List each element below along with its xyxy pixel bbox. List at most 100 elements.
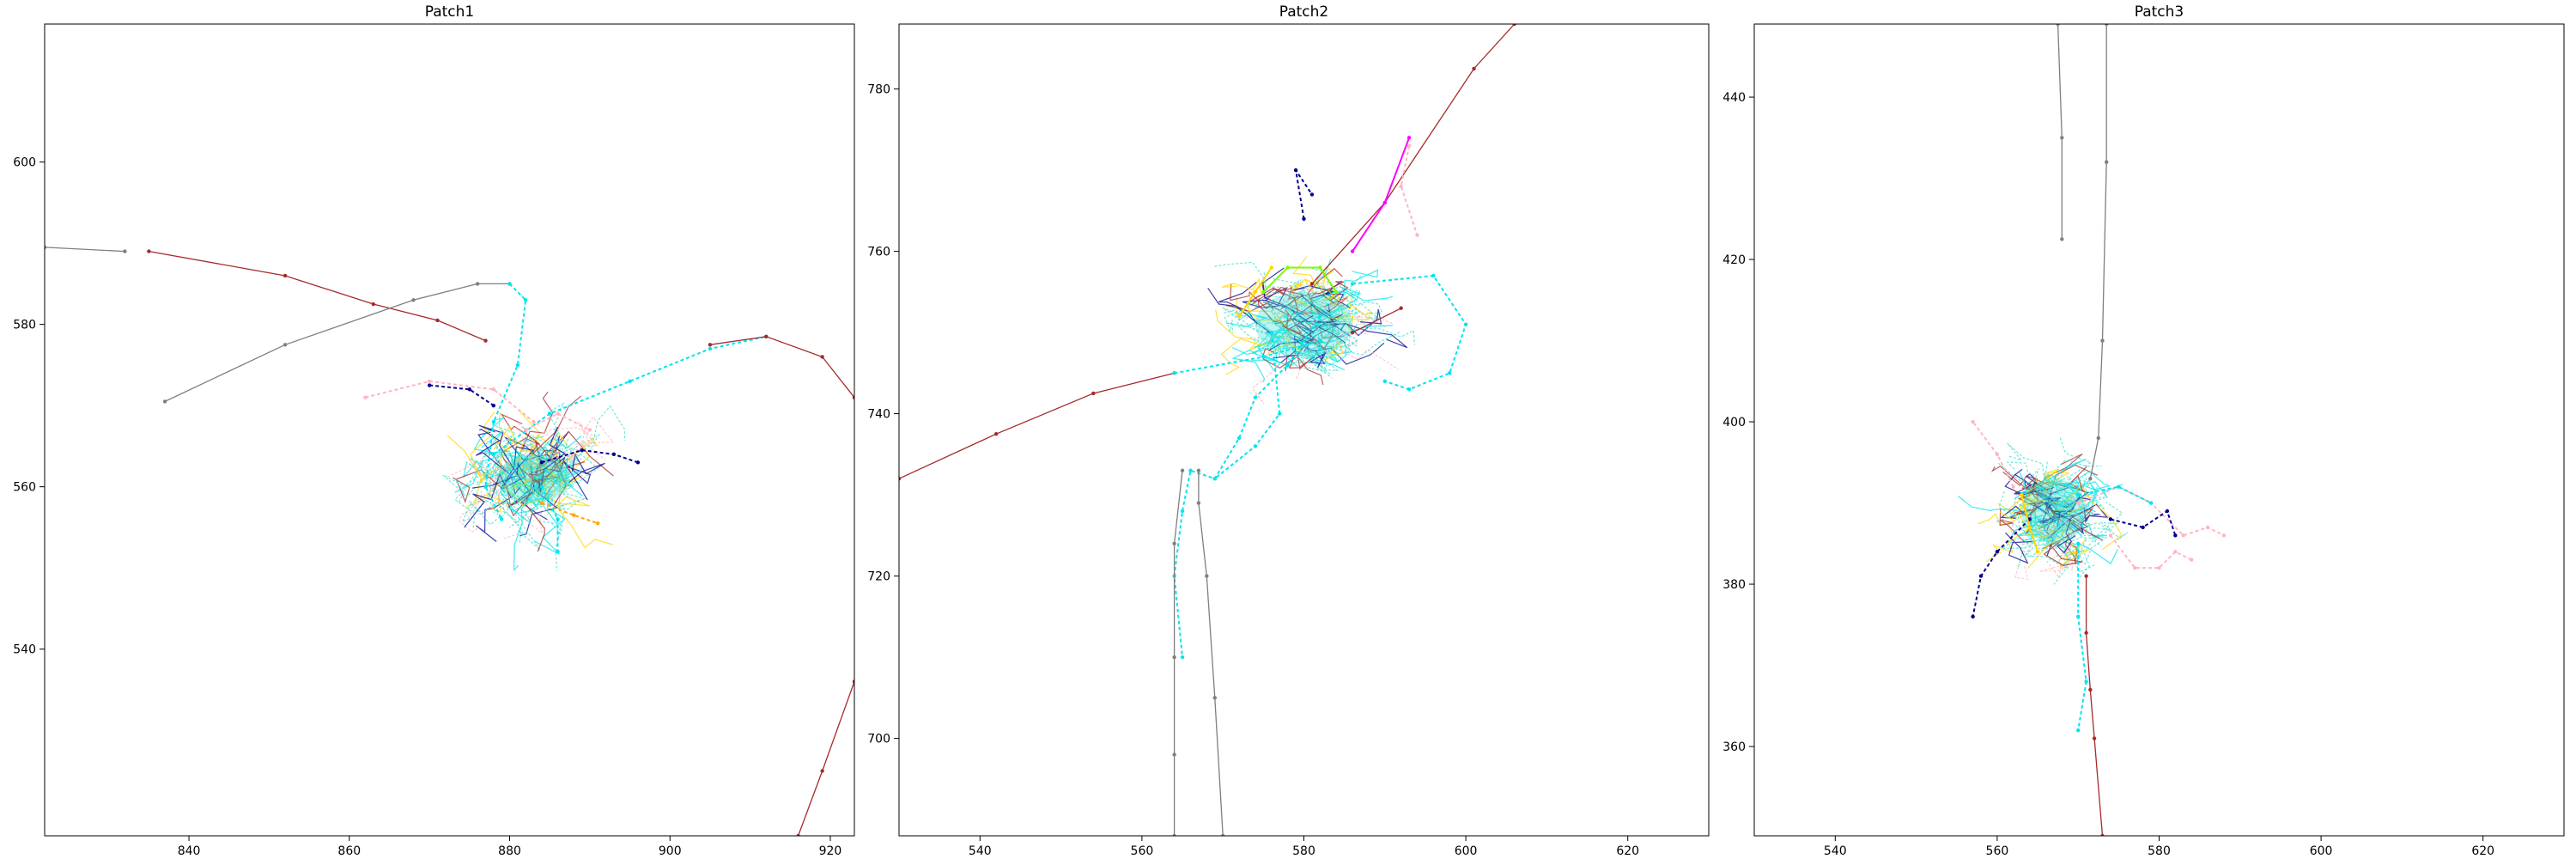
patch2-series-12 xyxy=(1262,266,1338,293)
patch2-series-11 xyxy=(1295,169,1313,219)
patch2-series-4-point xyxy=(1406,136,1412,140)
patch1-series-7 xyxy=(365,380,535,423)
cluster-trajectory xyxy=(1346,308,1382,337)
cluster-trajectory xyxy=(2043,528,2070,570)
patch3-series-3 xyxy=(2077,543,2087,731)
patch3-ytick-label: 360 xyxy=(1722,740,1746,754)
cluster-trajectory xyxy=(2026,472,2063,492)
patch3-series-6-point xyxy=(2173,550,2178,554)
cluster-trajectory xyxy=(1253,331,1288,350)
cluster-trajectory xyxy=(505,479,532,517)
cluster-trajectory xyxy=(1221,277,1262,294)
patch1-axes-frame xyxy=(44,23,855,837)
cluster-trajectory xyxy=(476,495,514,542)
cluster-trajectory xyxy=(1226,312,1277,337)
cluster-trajectory xyxy=(1985,528,2029,563)
patch3-series-6-point xyxy=(2133,565,2137,570)
patch2-series-6-point xyxy=(1180,509,1185,514)
cluster-trajectory xyxy=(2055,486,2098,521)
patch1-series-12-point xyxy=(587,428,592,432)
cluster-trajectory xyxy=(550,447,584,474)
patch1-series-0 xyxy=(45,247,125,253)
patch1-series-9-point xyxy=(580,448,584,453)
patch3-series-3-point xyxy=(2076,614,2081,619)
patch1-series-4-point xyxy=(491,452,496,457)
patch3-series-5 xyxy=(1971,421,2014,488)
patch3-series-8-point xyxy=(2108,517,2113,521)
patch3-xtick-label: 580 xyxy=(2148,844,2171,858)
cluster-trajectory xyxy=(1220,338,1263,375)
patch3-series-10-point xyxy=(2117,484,2121,489)
cluster-trajectory xyxy=(2081,521,2129,543)
patch1-series-10-point xyxy=(572,513,576,517)
cluster-trajectory xyxy=(1958,496,2027,513)
cluster-trajectory xyxy=(1315,311,1350,346)
patch2-series-3-point xyxy=(1472,66,1476,71)
cluster-trajectory xyxy=(1325,303,1372,320)
patch2-xtick-label: 620 xyxy=(1616,844,1639,858)
patch3-panel: 540 560 580 600 620 360 380 400 420 440 Patch3 xyxy=(1722,3,2565,858)
cluster-trajectory xyxy=(1291,278,1324,295)
cluster-trajectory xyxy=(2044,515,2066,539)
patch2-series-9-point xyxy=(1180,468,1185,472)
patch2-series-10-point xyxy=(1196,501,1201,505)
patch3-series-3-point xyxy=(2084,679,2088,684)
patch1-ytick-label: 540 xyxy=(13,643,36,657)
patch1-series-5-point xyxy=(708,343,713,347)
patch1-series-8 xyxy=(429,384,495,406)
cluster-trajectory xyxy=(541,427,599,463)
cluster-trajectory xyxy=(1297,353,1324,386)
patch3-ytick-label: 380 xyxy=(1722,578,1746,592)
cluster-trajectory xyxy=(1257,336,1311,367)
cluster-trajectory xyxy=(1307,267,1343,315)
cluster-trajectory xyxy=(494,438,520,483)
patch1-series-11-point xyxy=(556,550,560,554)
cluster-trajectory xyxy=(1279,285,1332,304)
patch2-series-3-point xyxy=(1512,24,1516,27)
patch1-series-9-point xyxy=(539,460,544,465)
cluster-trajectory xyxy=(2069,507,2091,535)
patch3-series-2-point xyxy=(2092,736,2097,740)
cluster-trajectory xyxy=(1215,309,1272,350)
cluster-trajectory xyxy=(2038,460,2067,498)
patch3-series-7-point xyxy=(1971,614,1975,619)
patch1-xtick-label: 840 xyxy=(178,844,201,858)
patch2-series-1-point xyxy=(1318,338,1322,343)
cluster-trajectory xyxy=(1273,277,1331,321)
cluster-trajectory xyxy=(1330,297,1387,335)
patch3-series-1-point xyxy=(2105,24,2109,27)
patch1-series-3-point xyxy=(515,362,520,368)
cluster-trajectory xyxy=(2026,534,2058,551)
patch2-ytick-label: 780 xyxy=(867,83,890,97)
cluster-trajectory xyxy=(2017,522,2054,568)
patch3-series-0-point xyxy=(2056,24,2060,27)
patch3-series-2-point xyxy=(2084,574,2088,578)
cluster-trajectory xyxy=(1214,261,1293,295)
patch3-series-10-point xyxy=(2148,501,2154,505)
patch1-series-4-point xyxy=(628,379,632,383)
patch2-xtick-label: 600 xyxy=(1455,844,1478,858)
cluster-trajectory xyxy=(1996,512,2040,535)
cluster-trajectory xyxy=(539,447,573,467)
cluster-trajectory xyxy=(2057,486,2086,518)
cluster-trajectory xyxy=(1281,314,1327,351)
cluster-trajectory xyxy=(1285,354,1315,371)
cluster-trajectory xyxy=(2020,514,2073,539)
cluster-trajectory xyxy=(2014,500,2056,518)
patch1-series-11-point xyxy=(539,484,544,489)
cluster-trajectory xyxy=(2043,540,2083,567)
cluster-trajectory xyxy=(1248,278,1293,332)
patch3-xtick-label: 560 xyxy=(1986,844,2009,858)
cluster-trajectory xyxy=(502,496,552,528)
cluster-trajectory xyxy=(2014,471,2031,500)
cluster-trajectory xyxy=(1280,334,1312,363)
patch1-series-1-point xyxy=(147,249,151,253)
cluster-trajectory xyxy=(568,453,605,484)
cluster-trajectory xyxy=(2064,536,2091,563)
patch2-series-0-point xyxy=(1091,391,1096,396)
patch3-series-6-point xyxy=(2157,565,2161,570)
patch3-ytick-label: 440 xyxy=(1722,91,1746,105)
cluster-trajectory xyxy=(1348,321,1415,345)
cluster-trajectory xyxy=(2007,442,2045,480)
patch2-ytick-label: 720 xyxy=(867,570,890,584)
